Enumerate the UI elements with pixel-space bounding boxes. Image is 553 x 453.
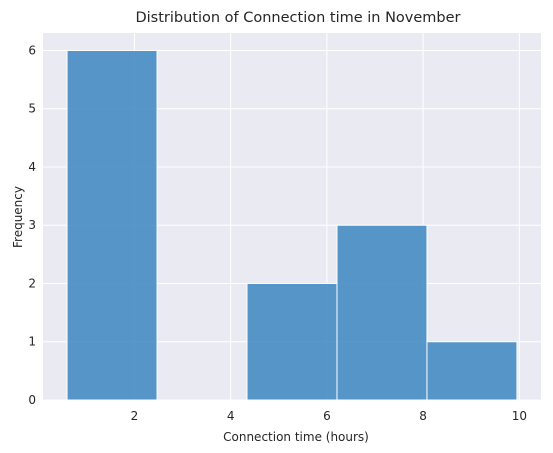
histogram-bar [66,49,158,401]
x-tick-label: 8 [419,409,427,423]
x-axis-label: Connection time (hours) [223,430,369,444]
chart-title: Distribution of Connection time in Novem… [135,10,460,26]
y-tick-label: 6 [28,43,36,57]
y-tick-label: 2 [28,276,36,290]
y-tick-label: 4 [28,160,36,174]
x-tick-label: 6 [323,409,331,423]
histogram-bar [336,224,428,401]
histogram-bar [246,282,338,401]
y-axis-label: Frequency [11,186,25,248]
y-tick-label: 3 [28,218,36,232]
x-tick-label: 10 [512,409,527,423]
y-tick-label: 1 [28,335,36,349]
bars [66,49,518,401]
x-tick-label: 4 [227,409,235,423]
x-tick-label: 2 [131,409,139,423]
y-tick-label: 0 [28,393,36,407]
tick-labels: 2 4 6 8 10 0 1 2 3 4 5 6 [28,43,527,423]
y-tick-label: 5 [28,102,36,116]
histogram-bar [426,341,518,401]
